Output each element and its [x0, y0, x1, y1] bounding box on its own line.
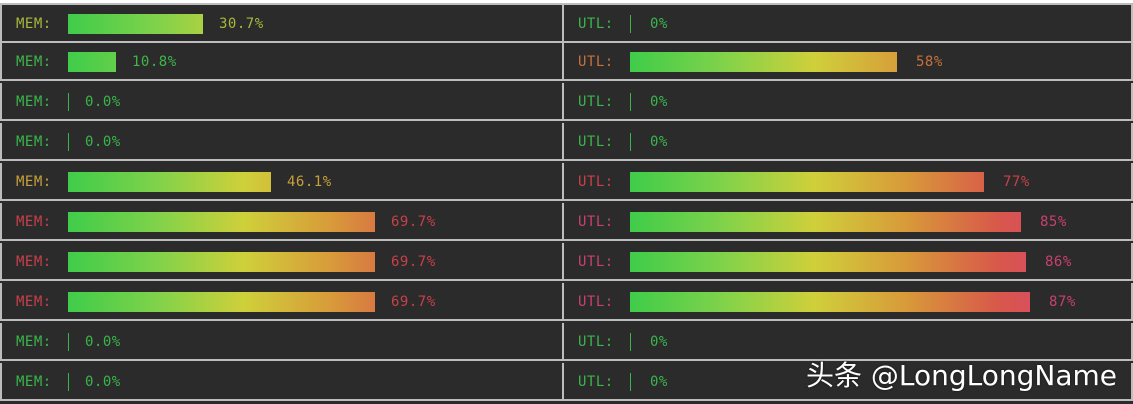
gpu-row: MEM: 46.1% UTL: 77% [0, 163, 1133, 203]
gpu-row: MEM: 69.7% UTL: 85% [0, 203, 1133, 243]
utl-label: UTL: [578, 54, 614, 70]
utl-cell: UTL: 0% [562, 123, 1133, 161]
utl-cell: UTL: 77% [562, 163, 1133, 201]
mem-label: MEM: [16, 94, 52, 110]
utl-cell: UTL: 85% [562, 203, 1133, 241]
mem-usage-bar [68, 93, 69, 111]
mem-cell: MEM: 0.0% [0, 83, 564, 121]
mem-label: MEM: [16, 134, 52, 150]
mem-cell: MEM: 69.7% [0, 243, 564, 281]
gpu-row: MEM: 0.0% UTL: 0% [0, 83, 1133, 123]
mem-label: MEM: [16, 214, 52, 230]
gpu-row: MEM: 0.0% UTL: 0% [0, 123, 1133, 163]
mem-value: 69.7% [391, 254, 436, 270]
utl-value: 86% [1045, 254, 1072, 270]
mem-cell: MEM: 0.0% [0, 363, 564, 401]
mem-value: 46.1% [287, 174, 332, 190]
utl-value: 0% [650, 94, 668, 110]
utl-value: 0% [650, 134, 668, 150]
mem-cell: MEM: 46.1% [0, 163, 564, 201]
mem-value: 0.0% [85, 374, 121, 390]
mem-label: MEM: [16, 174, 52, 190]
utl-usage-bar [630, 52, 897, 72]
utl-cell: UTL: 0% [562, 323, 1133, 361]
utl-value: 0% [650, 16, 668, 32]
utl-cell: UTL: 86% [562, 243, 1133, 281]
mem-label: MEM: [16, 334, 52, 350]
mem-cell: MEM: 0.0% [0, 123, 564, 161]
gpu-row: MEM: 30.7% UTL: 0% [0, 3, 1133, 43]
utl-label: UTL: [578, 134, 614, 150]
mem-label: MEM: [16, 54, 52, 70]
utl-value: 77% [1003, 174, 1030, 190]
mem-usage-bar [68, 133, 69, 151]
mem-usage-bar [68, 252, 375, 272]
mem-label: MEM: [16, 374, 52, 390]
mem-value: 30.7% [219, 16, 264, 32]
gpu-row: MEM: 69.7% UTL: 87% [0, 283, 1133, 323]
mem-usage-bar [68, 172, 271, 192]
watermark-text: 头条 @LongLongName [805, 359, 1117, 392]
mem-label: MEM: [16, 16, 52, 32]
utl-value: 0% [650, 374, 668, 390]
mem-value: 0.0% [85, 94, 121, 110]
utl-value: 87% [1049, 294, 1076, 310]
mem-usage-bar [68, 212, 375, 232]
utl-label: UTL: [578, 334, 614, 350]
utl-label: UTL: [578, 254, 614, 270]
gpu-row: MEM: 10.8% UTL: 58% [0, 43, 1133, 83]
utl-label: UTL: [578, 16, 614, 32]
utl-usage-bar [630, 15, 631, 33]
gpu-row: MEM: 69.7% UTL: 86% [0, 243, 1133, 283]
utl-label: UTL: [578, 294, 614, 310]
utl-usage-bar [630, 172, 984, 192]
mem-usage-bar [68, 292, 375, 312]
gpu-row: MEM: 0.0% UTL: 0% [0, 363, 1133, 403]
utl-cell: UTL: 0% [562, 3, 1133, 43]
mem-usage-bar [68, 14, 203, 34]
utl-label: UTL: [578, 214, 614, 230]
mem-label: MEM: [16, 294, 52, 310]
mem-value: 0.0% [85, 134, 121, 150]
mem-value: 69.7% [391, 294, 436, 310]
mem-value: 69.7% [391, 214, 436, 230]
utl-value: 85% [1040, 214, 1067, 230]
mem-usage-bar [68, 373, 69, 391]
mem-value: 10.8% [132, 54, 177, 70]
utl-cell: UTL: 0% [562, 363, 1133, 401]
mem-cell: MEM: 69.7% [0, 283, 564, 321]
utl-usage-bar [630, 292, 1030, 312]
utl-label: UTL: [578, 174, 614, 190]
utl-value: 58% [916, 54, 943, 70]
utl-label: UTL: [578, 374, 614, 390]
utl-value: 0% [650, 334, 668, 350]
mem-usage-bar [68, 333, 69, 351]
utl-usage-bar [630, 333, 631, 351]
utl-usage-bar [630, 133, 631, 151]
mem-label: MEM: [16, 254, 52, 270]
utl-usage-bar [630, 93, 631, 111]
mem-usage-bar [68, 52, 116, 72]
utl-usage-bar [630, 252, 1026, 272]
mem-cell: MEM: 0.0% [0, 323, 564, 361]
mem-cell: MEM: 30.7% [0, 3, 564, 43]
gpu-row: MEM: 0.0% UTL: 0% [0, 323, 1133, 363]
utl-cell: UTL: 0% [562, 83, 1133, 121]
mem-value: 0.0% [85, 334, 121, 350]
utl-cell: UTL: 87% [562, 283, 1133, 321]
mem-cell: MEM: 69.7% [0, 203, 564, 241]
mem-cell: MEM: 10.8% [0, 43, 564, 81]
utl-cell: UTL: 58% [562, 43, 1133, 81]
utl-label: UTL: [578, 94, 614, 110]
utl-usage-bar [630, 212, 1021, 232]
gpu-monitor-table: MEM: 30.7% UTL: 0% MEM: 10.8% UTL: 58% MEM: 0.0% U… [0, 3, 1133, 404]
utl-usage-bar [630, 373, 631, 391]
